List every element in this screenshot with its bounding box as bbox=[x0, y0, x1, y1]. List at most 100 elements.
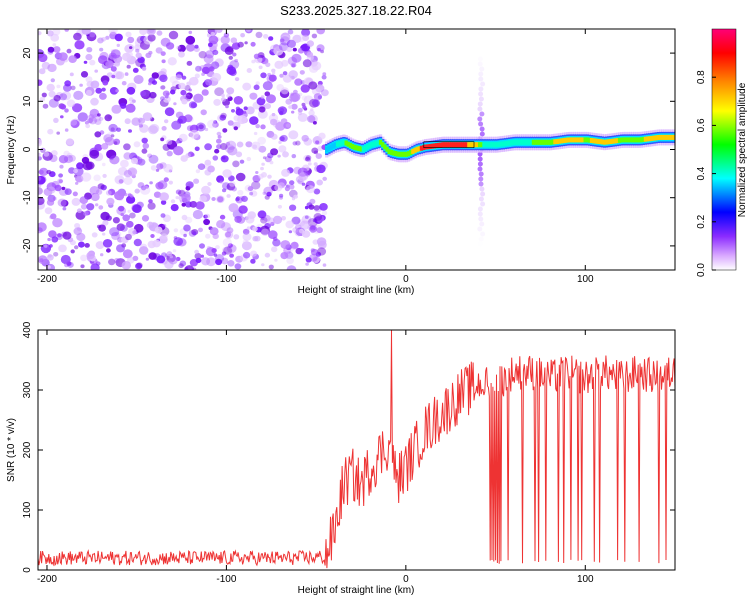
noise-blob bbox=[193, 93, 204, 103]
signal-band bbox=[368, 143, 372, 149]
noise-blob bbox=[292, 34, 302, 44]
signal-peak-outline bbox=[423, 141, 475, 148]
noise-blob bbox=[257, 136, 267, 145]
noise-blob bbox=[63, 84, 72, 92]
noise-blob bbox=[58, 244, 67, 253]
noise-blob bbox=[78, 241, 85, 248]
noise-blob bbox=[274, 184, 283, 192]
noise-blob bbox=[319, 203, 328, 211]
noise-blob bbox=[214, 254, 225, 263]
noise-blob bbox=[135, 262, 143, 270]
noise-blob bbox=[241, 195, 248, 202]
noise-blob bbox=[291, 103, 298, 110]
noise-blob bbox=[195, 122, 206, 132]
noise-blob bbox=[278, 42, 289, 52]
signal-band bbox=[454, 142, 458, 148]
noise-blob bbox=[72, 103, 83, 113]
noise-blob bbox=[86, 251, 95, 260]
signal-band bbox=[445, 142, 449, 148]
signal-band bbox=[370, 142, 374, 148]
noise-blob bbox=[286, 47, 293, 53]
noise-blob bbox=[198, 51, 207, 59]
noise-blob bbox=[41, 61, 51, 70]
heatmap-x-ticks: -200 -100 0 100 bbox=[37, 29, 594, 285]
noise-blob bbox=[194, 146, 200, 152]
noise-blob bbox=[124, 72, 129, 76]
spike-blob bbox=[480, 81, 486, 87]
signal-band bbox=[559, 138, 564, 144]
noise-blob bbox=[168, 256, 178, 265]
noise-blob bbox=[159, 85, 164, 90]
noise-blob bbox=[116, 244, 125, 253]
noise-blob bbox=[280, 38, 285, 43]
noise-blob bbox=[279, 193, 284, 198]
noise-blob bbox=[220, 35, 230, 45]
signal-band bbox=[671, 134, 675, 140]
noise-blob bbox=[237, 189, 244, 196]
noise-blob bbox=[317, 80, 323, 86]
noise-blob bbox=[290, 62, 297, 68]
noise-blob bbox=[178, 133, 188, 142]
signal-band bbox=[497, 141, 501, 147]
noise-blob bbox=[231, 186, 237, 192]
signal-band bbox=[516, 139, 520, 145]
noise-blob bbox=[85, 76, 93, 83]
signal-band bbox=[381, 142, 385, 148]
spike-blob bbox=[478, 86, 484, 92]
noise-blob bbox=[240, 33, 246, 38]
signal-band bbox=[441, 142, 445, 148]
snr-x-label: Height of straight line (km) bbox=[298, 585, 415, 596]
noise-blob bbox=[119, 102, 127, 109]
noise-blob bbox=[304, 205, 309, 210]
noise-blob bbox=[241, 241, 252, 251]
noise-blob bbox=[61, 91, 72, 101]
signal-band bbox=[428, 144, 432, 149]
noise-blob bbox=[280, 87, 289, 95]
noise-blob bbox=[122, 249, 133, 259]
noise-blob bbox=[299, 70, 305, 75]
noise-blob bbox=[159, 74, 168, 83]
noise-blob bbox=[258, 106, 266, 113]
noise-blob bbox=[72, 191, 78, 197]
noise-blob bbox=[208, 42, 213, 47]
noise-blob bbox=[260, 166, 264, 171]
signal-band bbox=[331, 143, 335, 149]
noise-blob bbox=[264, 252, 271, 258]
noise-blob bbox=[75, 210, 86, 220]
noise-blob bbox=[109, 155, 120, 165]
noise-blob bbox=[141, 148, 148, 154]
noise-blob bbox=[58, 179, 63, 184]
x-tick-label: 0 bbox=[403, 274, 409, 285]
noise-blob bbox=[110, 127, 115, 132]
y-tick-label: 100 bbox=[22, 501, 33, 518]
noise-blob bbox=[245, 215, 255, 224]
noise-blob bbox=[47, 46, 55, 53]
noise-blob bbox=[108, 61, 112, 65]
spike-blob bbox=[477, 156, 483, 162]
noise-blob bbox=[173, 146, 184, 156]
noise-blob bbox=[181, 98, 188, 105]
noise-blob bbox=[76, 232, 86, 242]
noise-blob bbox=[181, 75, 187, 80]
noise-blob bbox=[312, 256, 320, 264]
noise-blob bbox=[219, 180, 224, 185]
noise-blob bbox=[277, 106, 288, 115]
noise-blob bbox=[38, 176, 42, 181]
noise-blob bbox=[292, 47, 297, 52]
noise-blob bbox=[216, 138, 222, 144]
noise-blob bbox=[214, 148, 220, 154]
noise-blob bbox=[226, 227, 234, 234]
y-tick-label: 0 bbox=[22, 567, 33, 573]
noise-blob bbox=[59, 164, 64, 169]
noise-blob bbox=[46, 30, 54, 37]
signal-band bbox=[581, 137, 585, 143]
noise-blob bbox=[209, 227, 219, 236]
noise-blob bbox=[80, 203, 88, 210]
noise-blob bbox=[216, 220, 226, 229]
signal-band bbox=[514, 139, 518, 145]
noise-blob bbox=[212, 49, 219, 56]
signal-band bbox=[540, 139, 544, 145]
noise-blob bbox=[181, 214, 188, 221]
noise-blob bbox=[249, 191, 254, 196]
